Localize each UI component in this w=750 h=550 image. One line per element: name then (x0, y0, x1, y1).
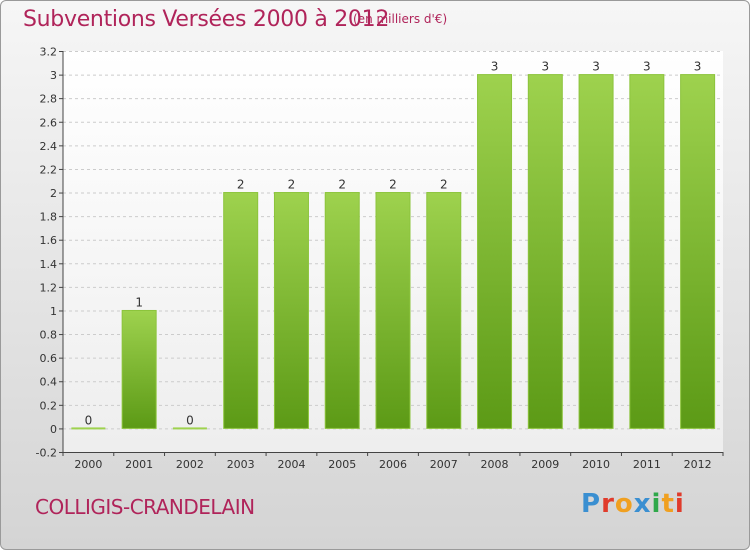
y-tick-label: 1 (50, 305, 57, 318)
bar (527, 74, 563, 429)
y-tick-label: 3 (50, 69, 57, 82)
commune-name: COLLIGIS-CRANDELAIN (35, 495, 255, 519)
bar (121, 309, 157, 429)
x-tick-label: 2002 (176, 458, 204, 471)
x-tick-label: 2009 (531, 458, 559, 471)
logo-letter: i (674, 489, 685, 519)
data-label: 3 (643, 60, 651, 74)
logo-letter: t (661, 489, 675, 519)
bar (324, 192, 360, 429)
y-tick-label: 0.2 (40, 399, 58, 412)
y-tick-label: 2.6 (40, 116, 58, 129)
bar (273, 192, 309, 429)
bar (375, 192, 411, 429)
data-label: 3 (491, 60, 499, 74)
x-tick-label: 2007 (430, 458, 458, 471)
x-tick-label: 2011 (633, 458, 661, 471)
data-label: 0 (85, 413, 93, 427)
bar (426, 192, 462, 429)
x-tick-label: 2008 (481, 458, 509, 471)
x-tick-label: 2003 (227, 458, 255, 471)
y-tick-label: 0.6 (40, 352, 58, 365)
data-label: 2 (338, 178, 346, 192)
bar (680, 74, 716, 429)
logo-letter: i (651, 489, 662, 519)
y-tick-label: 0 (50, 423, 57, 436)
x-tick-label: 2000 (74, 458, 102, 471)
chart-title: Subventions Versées 2000 à 2012 (23, 7, 390, 32)
y-axis: -0.2 0 0.2 0.4 0.6 0.8 1 1.2 1.4 1.6 1.8 2 2.2 2.4 2.6… (36, 46, 64, 460)
data-label: 2 (237, 178, 245, 192)
x-tick-label: 2001 (125, 458, 153, 471)
logo-letter: r (601, 489, 615, 519)
y-tick-label: 2.4 (40, 140, 58, 153)
bar (71, 427, 106, 430)
bar (172, 427, 207, 430)
data-label: 2 (288, 178, 296, 192)
data-label: 1 (135, 295, 143, 309)
y-tick-label: 2.8 (40, 93, 58, 106)
y-tick-label: 1.8 (40, 211, 58, 224)
unit-label: (en milliers d'€) (353, 12, 448, 26)
y-tick-label: 3.2 (40, 46, 58, 59)
bar (223, 192, 259, 429)
x-tick-label: 2012 (684, 458, 712, 471)
logo-letter: P (581, 489, 602, 519)
y-tick-label: 1.2 (40, 281, 58, 294)
data-label: 2 (440, 178, 448, 192)
y-tick-label: 2 (50, 187, 57, 200)
y-tick-label: 1.6 (40, 234, 58, 247)
y-tick-label: 2.2 (40, 163, 58, 176)
y-tick-label: 0.8 (40, 329, 58, 342)
logo-letter: o (614, 489, 634, 519)
data-label: 2 (389, 178, 397, 192)
data-label: 0 (186, 413, 194, 427)
x-axis: 2000 2001 2002 2003 2004 2005 2006 2007 2008 2009… (62, 452, 724, 471)
data-label: 3 (694, 60, 702, 74)
y-tick-label: 1.4 (40, 258, 58, 271)
data-label: 3 (592, 60, 600, 74)
y-tick-label: 0.4 (40, 376, 58, 389)
y-tick-label: -0.2 (36, 447, 57, 460)
proxiti-logo: Proxiti (581, 489, 685, 519)
logo-letter: x (633, 489, 652, 519)
data-label: 3 (541, 60, 549, 74)
bar (477, 74, 513, 429)
x-tick-label: 2005 (328, 458, 356, 471)
x-tick-label: 2006 (379, 458, 407, 471)
bar (629, 74, 665, 429)
x-tick-label: 2010 (582, 458, 610, 471)
x-tick-label: 2004 (277, 458, 305, 471)
bar (578, 74, 614, 429)
bars: 0 1 0 2 2 2 2 2 3 3 3 3 3 (71, 60, 716, 430)
